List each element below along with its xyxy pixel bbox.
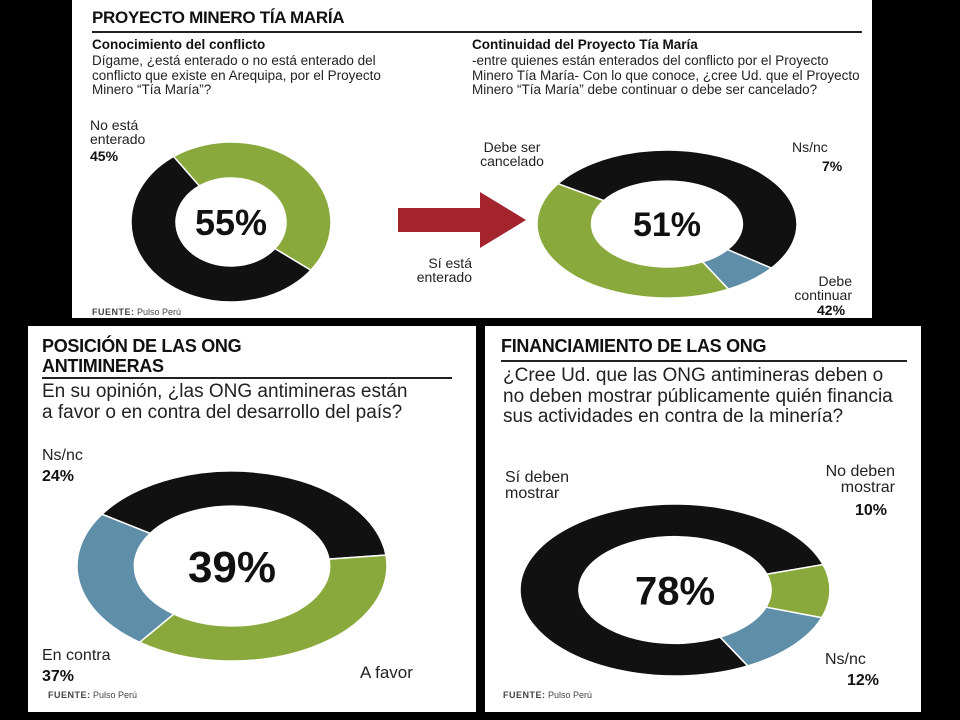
label-no-deben-mostrar: No deben mostrar <box>825 463 895 496</box>
label-no-enterado: No está enterado <box>90 117 146 147</box>
label-debe-continuar: Debe continuar <box>794 273 852 303</box>
value-nsnc-top: 7% <box>822 158 843 174</box>
label-a-favor: A favor <box>360 663 413 682</box>
title-rule <box>501 360 907 362</box>
slice-en-contra <box>138 554 388 662</box>
value-nsnc-left: 24% <box>42 468 75 485</box>
slice-ns-nc <box>718 606 823 667</box>
donut-chart-financiamiento: 78% <box>519 503 831 677</box>
arrow-icon <box>398 192 526 248</box>
value-nsnc-right: 12% <box>847 672 880 689</box>
source-line: FUENTE: Pulso Perú <box>503 690 593 700</box>
donut-chart-continuidad: 51% <box>536 149 798 299</box>
left-subtitle: Conocimiento del conflicto <box>92 37 266 52</box>
center-percentage: 39% <box>188 543 276 592</box>
center-percentage: 51% <box>633 206 701 244</box>
value-debe-continuar: 42% <box>817 302 846 318</box>
donut-chart-conocimiento: 55% <box>130 141 332 303</box>
ong-posicion-panel: POSICIÓN DE LAS ONG ANTIMINERAS En su op… <box>28 326 476 712</box>
right-question: -entre quienes están enterados del confl… <box>472 53 860 98</box>
value-no-enterado: 45% <box>90 148 119 164</box>
title-rule <box>92 31 862 33</box>
slice-debe-continuar <box>536 182 730 299</box>
panel-title: PROYECTO MINERO TÍA MARÍA <box>92 8 345 27</box>
slice-no-está-enterado <box>172 141 332 272</box>
title-rule <box>42 377 452 379</box>
donut-chart-posicion: 39% <box>76 470 388 662</box>
center-percentage: 55% <box>195 202 267 243</box>
label-debe-ser-cancelado: Debe ser cancelado <box>480 139 544 169</box>
question: En su opinión, ¿las ONG antimineras está… <box>42 381 408 423</box>
label-en-contra: En contra <box>42 647 111 664</box>
panel-title-line1: POSICIÓN DE LAS ONG <box>42 336 242 356</box>
label-nsnc-top: Ns/nc <box>792 139 828 155</box>
slice-debe-ser-cancelado <box>556 149 798 269</box>
value-no-deben-mostrar: 10% <box>855 502 888 519</box>
left-question: Dígame, ¿está enterado o no está enterad… <box>92 53 381 98</box>
value-en-contra: 37% <box>42 668 75 685</box>
right-subtitle: Continuidad del Proyecto Tía María <box>472 37 698 52</box>
label-nsnc-right: Ns/nc <box>825 651 866 668</box>
slice-ns-nc <box>76 513 176 644</box>
label-si-enterado: Sí está enterado <box>416 255 472 285</box>
center-percentage: 78% <box>635 569 715 613</box>
source-line: FUENTE: Pulso Perú <box>48 690 138 700</box>
slice-a-favor <box>100 470 387 560</box>
slice-sí-está-enterado <box>130 155 313 303</box>
question: ¿Cree Ud. que las ONG antimineras deben … <box>503 365 893 428</box>
label-nsnc-left: Ns/nc <box>42 447 83 464</box>
tia-maria-panel: PROYECTO MINERO TÍA MARÍA Conocimiento d… <box>72 0 872 318</box>
source-line: FUENTE: Pulso Perú <box>92 307 182 317</box>
panel-title: FINANCIAMIENTO DE LAS ONG <box>501 336 767 356</box>
label-si-deben-mostrar: Sí deben mostrar <box>505 469 570 502</box>
slice-sí-deben-mostrar <box>519 503 825 677</box>
panel-title-line2: ANTIMINERAS <box>42 356 164 376</box>
ong-financiamiento-panel: FINANCIAMIENTO DE LAS ONG ¿Cree Ud. que … <box>485 326 921 712</box>
